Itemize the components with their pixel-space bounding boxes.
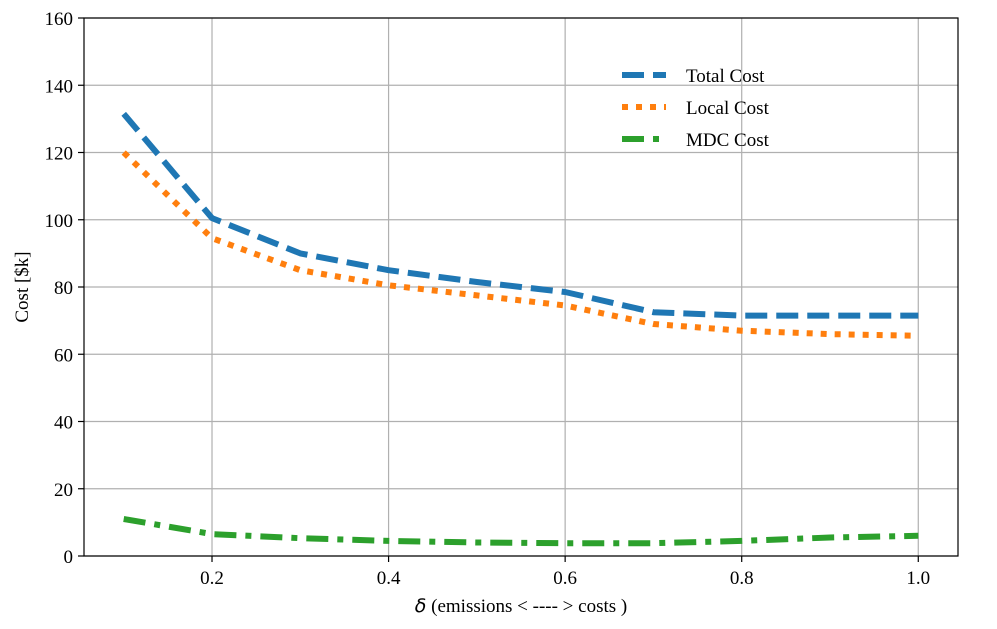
x-tick-label: 0.2 [200, 568, 224, 589]
x-axis-label-symbol: δ [415, 595, 427, 617]
y-tick-label: 80 [54, 278, 73, 299]
x-tick-label: 1.0 [906, 568, 930, 589]
series-group [121, 111, 919, 547]
y-axis-label: Cost [$k] [12, 251, 33, 322]
x-axis-label: δ (emissions < ---- > costs ) [415, 595, 627, 617]
series-line-total-cost [121, 111, 919, 319]
y-tick-label: 120 [45, 144, 74, 165]
legend-label-total-cost: Total Cost [686, 66, 765, 87]
y-tick-label: 100 [45, 211, 74, 232]
x-tick-label: 0.8 [730, 568, 754, 589]
x-tick-label: 0.4 [377, 568, 401, 589]
x-axis-label-text: (emissions < ---- > costs ) [426, 596, 627, 617]
y-tick-label: 160 [45, 9, 74, 30]
axis-ticks: 0.2 0.4 0.6 0.8 1.0 0 20 40 60 80 100 120 140 160 [45, 9, 931, 589]
x-tick-label: 0.6 [553, 568, 577, 589]
legend-label-mdc-cost: MDC Cost [686, 130, 770, 151]
y-tick-label: 0 [64, 547, 74, 568]
legend: Total Cost Local Cost MDC Cost [622, 66, 770, 151]
y-tick-label: 20 [54, 480, 73, 501]
legend-label-local-cost: Local Cost [686, 98, 770, 119]
series-line-mdc-cost [123, 516, 919, 547]
y-tick-label: 140 [45, 76, 74, 97]
y-tick-label: 60 [54, 345, 73, 366]
series-line-local-cost [121, 150, 919, 339]
y-tick-label: 40 [54, 413, 73, 434]
